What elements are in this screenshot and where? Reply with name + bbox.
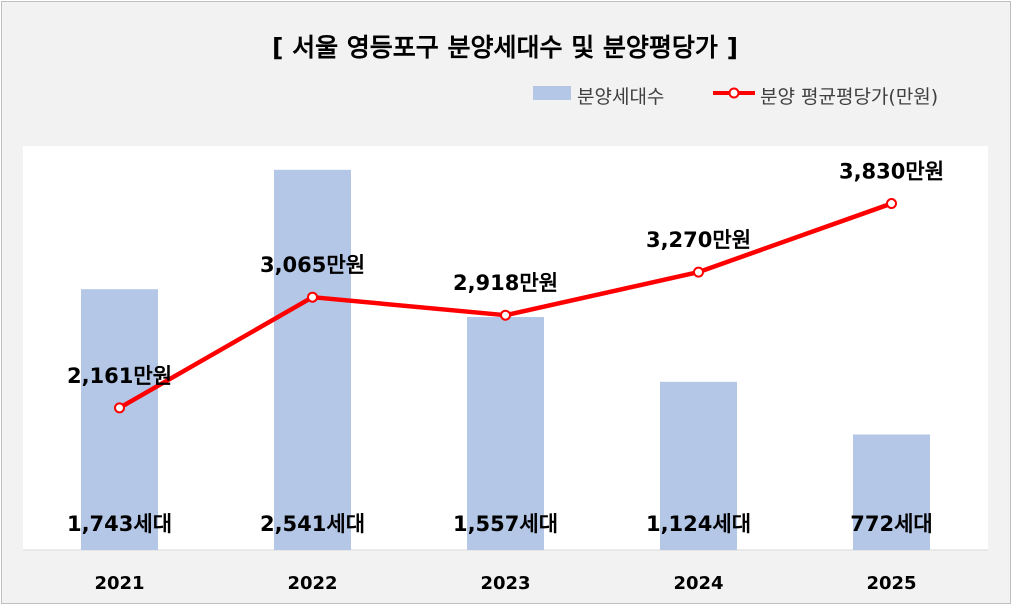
x-tick-2023: 2023 bbox=[480, 573, 530, 594]
line-point-2024 bbox=[693, 266, 704, 278]
price-label-2025: 3,830만원 bbox=[839, 160, 944, 184]
x-tick-2021: 2021 bbox=[94, 573, 144, 594]
unit-label-2023: 1,557세대 bbox=[453, 512, 558, 536]
bar-2022 bbox=[274, 169, 351, 550]
x-tick-2025: 2025 bbox=[866, 573, 916, 594]
line-point-2023 bbox=[500, 309, 511, 321]
line-point-2021 bbox=[114, 402, 125, 414]
x-tick-2024: 2024 bbox=[673, 573, 723, 594]
line-point-2022 bbox=[307, 291, 318, 303]
price-label-2022: 3,065만원 bbox=[260, 253, 365, 277]
chart-title: [ 서울 영등포구 분양세대수 및 분양평당가 ] bbox=[271, 33, 739, 62]
price-label-2021: 2,161만원 bbox=[67, 364, 172, 388]
unit-label-2022: 2,541세대 bbox=[260, 512, 365, 536]
unit-label-2024: 1,124세대 bbox=[646, 512, 751, 536]
unit-label-2021: 1,743세대 bbox=[67, 512, 172, 536]
bar-2023 bbox=[467, 317, 544, 550]
line-point-2025 bbox=[886, 198, 897, 210]
bar-2021 bbox=[81, 289, 158, 550]
x-tick-2022: 2022 bbox=[287, 573, 337, 594]
legend-bar-label: 분양세대수 bbox=[577, 86, 665, 108]
legend-line-label: 분양 평균평당가(만원) bbox=[760, 86, 939, 108]
unit-label-2025: 772세대 bbox=[850, 512, 932, 536]
price-label-2024: 3,270만원 bbox=[646, 228, 751, 252]
legend-line-swatch bbox=[713, 87, 755, 99]
legend-bar-swatch bbox=[533, 86, 571, 100]
price-label-2023: 2,918만원 bbox=[453, 271, 558, 295]
bar-2024 bbox=[660, 381, 737, 550]
bar-2025 bbox=[853, 434, 930, 550]
